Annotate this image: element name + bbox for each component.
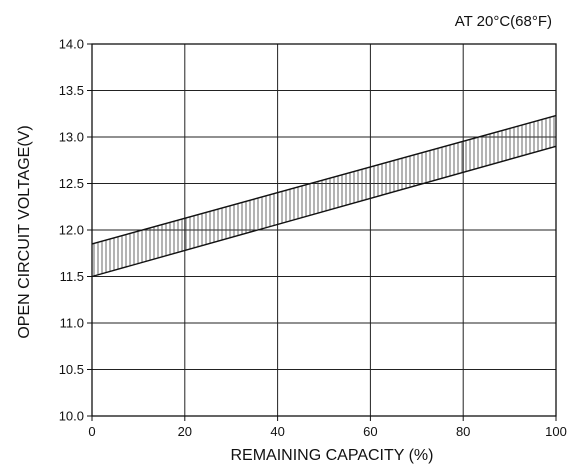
y-tick-label: 13.0 xyxy=(59,130,84,145)
x-axis-label: REMAINING CAPACITY (%) xyxy=(231,447,434,464)
y-tick-label: 10.0 xyxy=(59,409,84,424)
y-tick-label: 10.5 xyxy=(59,362,84,377)
y-tick-label: 14.0 xyxy=(59,37,84,52)
x-tick-label: 80 xyxy=(456,424,470,439)
x-tick-label: 0 xyxy=(88,424,95,439)
x-tick-label: 20 xyxy=(178,424,192,439)
y-axis-ticks: 10.0 10.5 11.0 11.5 12.0 12.5 13.0 13.5 14.0 xyxy=(59,37,92,424)
x-tick-label: 60 xyxy=(363,424,377,439)
upper-bound-line xyxy=(91,114,557,245)
temperature-note: AT 20°C(68°F) xyxy=(455,13,552,30)
y-tick-label: 12.5 xyxy=(59,176,84,191)
y-axis-label: OPEN CIRCUIT VOLTAGE(V) xyxy=(16,125,33,338)
y-tick-label: 11.5 xyxy=(60,269,84,284)
x-axis-ticks: 0 20 40 60 80 100 xyxy=(88,416,567,439)
y-tick-label: 13.5 xyxy=(59,83,84,98)
y-tick-label: 12.0 xyxy=(59,223,84,238)
voltage-band xyxy=(91,114,557,278)
y-tick-label: 11.0 xyxy=(60,316,84,331)
lower-bound-line xyxy=(91,145,557,278)
x-tick-label: 40 xyxy=(270,424,284,439)
x-tick-label: 100 xyxy=(545,424,567,439)
